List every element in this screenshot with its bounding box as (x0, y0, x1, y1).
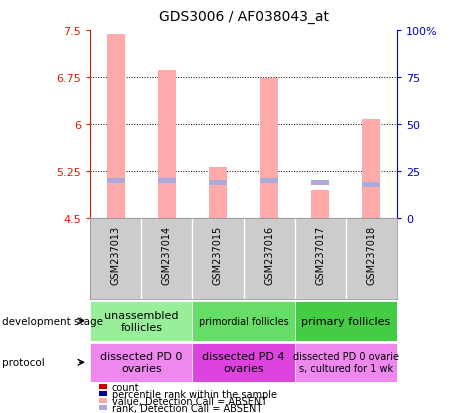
Text: count: count (112, 382, 139, 392)
Text: GSM237016: GSM237016 (264, 225, 274, 284)
Bar (295, 301, 397, 341)
Text: dissected PD 0 ovarie
s, cultured for 1 wk: dissected PD 0 ovarie s, cultured for 1 … (293, 351, 399, 373)
Bar (311, 190, 329, 219)
Bar (362, 183, 380, 188)
Text: GSM237014: GSM237014 (162, 225, 172, 284)
Text: primordial follicles: primordial follicles (198, 316, 289, 326)
Bar (311, 181, 329, 185)
Bar (260, 179, 278, 184)
Text: GDS3006 / AF038043_at: GDS3006 / AF038043_at (159, 10, 328, 24)
Text: protocol: protocol (2, 357, 45, 368)
Text: unassembled
follicles: unassembled follicles (104, 310, 179, 332)
Bar (158, 179, 176, 184)
Bar (209, 181, 227, 185)
Text: GSM237013: GSM237013 (111, 225, 121, 284)
Bar (295, 343, 397, 382)
Bar (209, 168, 227, 219)
Text: development stage: development stage (2, 316, 103, 326)
Text: value, Detection Call = ABSENT: value, Detection Call = ABSENT (112, 396, 267, 406)
Text: percentile rank within the sample: percentile rank within the sample (112, 389, 277, 399)
Bar (158, 71, 176, 219)
Text: rank, Detection Call = ABSENT: rank, Detection Call = ABSENT (112, 403, 262, 413)
Bar (193, 301, 295, 341)
Text: dissected PD 0
ovaries: dissected PD 0 ovaries (100, 351, 183, 373)
Bar (107, 36, 124, 219)
Text: primary follicles: primary follicles (301, 316, 391, 326)
Bar (193, 343, 295, 382)
Text: GSM237018: GSM237018 (366, 225, 376, 284)
Bar (362, 120, 380, 219)
Text: GSM237015: GSM237015 (213, 225, 223, 285)
Bar (260, 78, 278, 219)
Bar (90, 343, 193, 382)
Bar (107, 179, 124, 184)
Bar (90, 301, 193, 341)
Text: GSM237017: GSM237017 (315, 225, 325, 285)
Text: dissected PD 4
ovaries: dissected PD 4 ovaries (202, 351, 285, 373)
